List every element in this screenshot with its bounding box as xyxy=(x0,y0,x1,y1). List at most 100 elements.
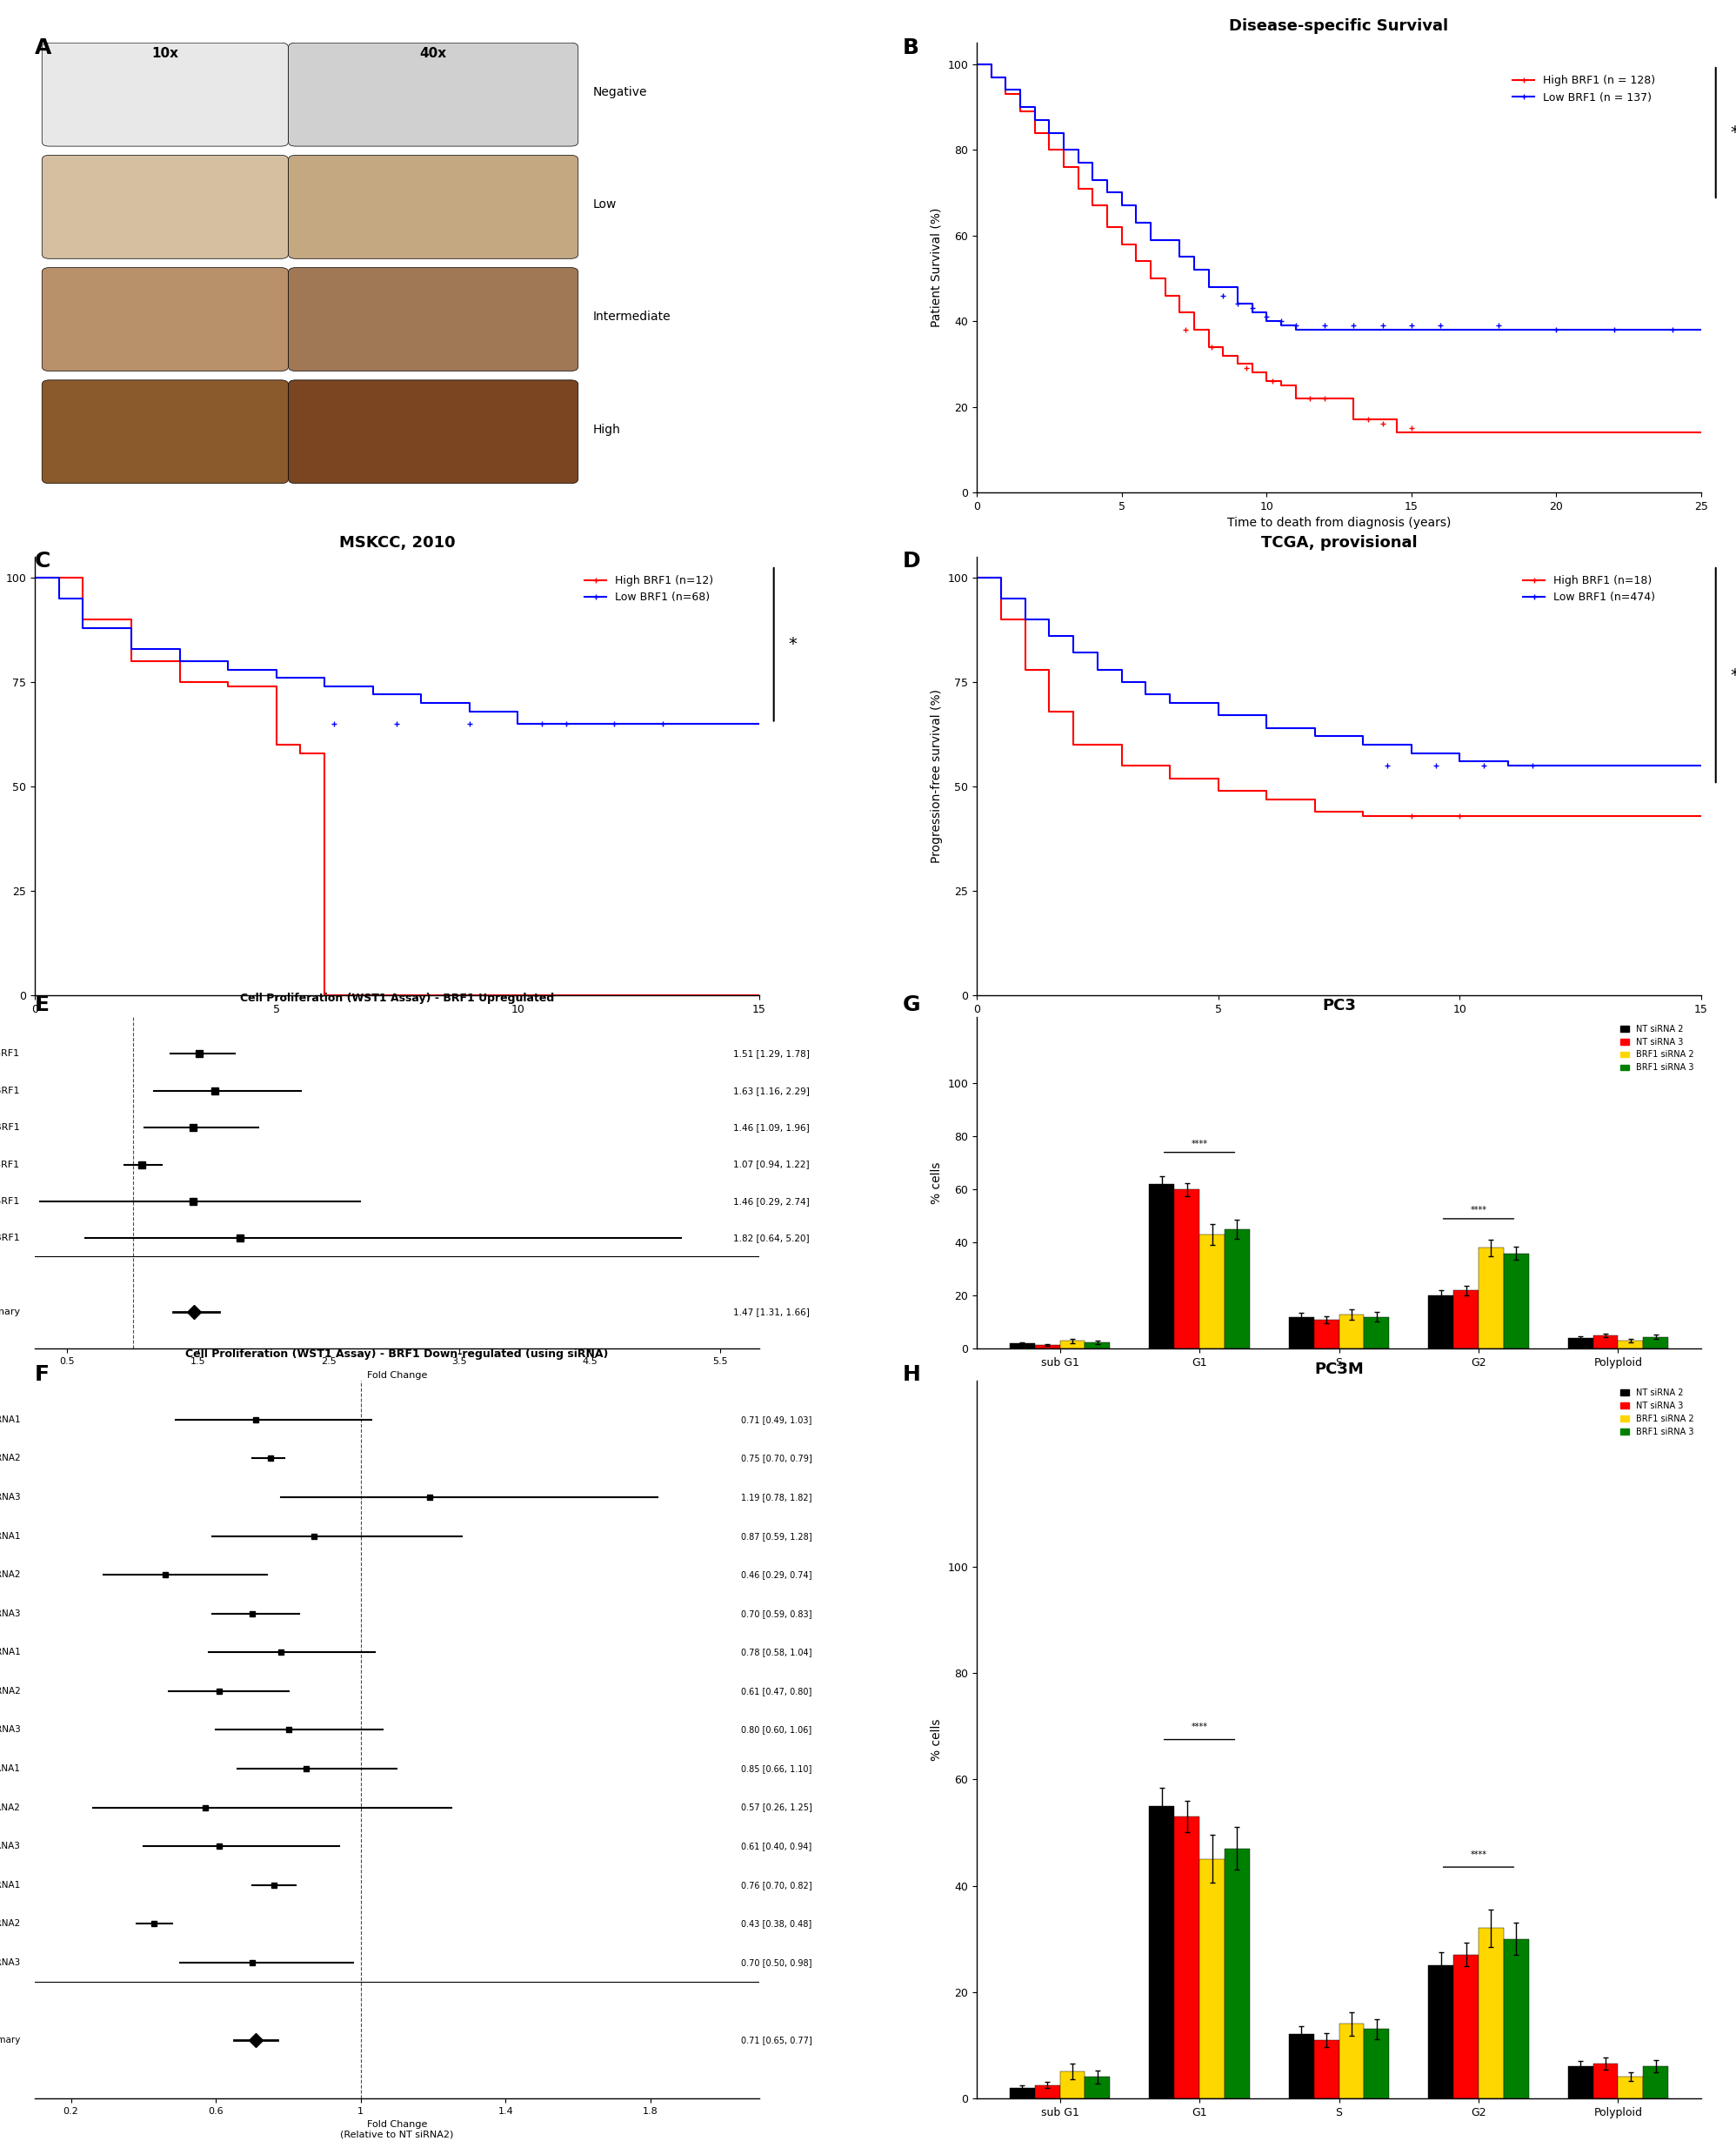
Text: Summary: Summary xyxy=(0,2036,21,2045)
Text: ****: **** xyxy=(1470,1205,1486,1214)
X-axis label: Years: Years xyxy=(1321,1019,1358,1032)
Bar xyxy=(1429,1965,1453,2098)
Bar xyxy=(1453,1291,1479,1349)
Text: 40x: 40x xyxy=(420,47,446,60)
Text: 1.47 [1.31, 1.66]: 1.47 [1.31, 1.66] xyxy=(733,1308,809,1317)
FancyBboxPatch shape xyxy=(288,156,578,259)
Text: Low: Low xyxy=(592,199,616,210)
Text: PC3M–eGFP–BRF1: PC3M–eGFP–BRF1 xyxy=(0,1124,21,1133)
Text: LNCaP–BRF1–siRNA1: LNCaP–BRF1–siRNA1 xyxy=(0,1764,21,1773)
Text: LNCaP–Al–BRF1–siRNA1: LNCaP–Al–BRF1–siRNA1 xyxy=(0,1880,21,1888)
FancyBboxPatch shape xyxy=(288,43,578,146)
Text: A: A xyxy=(35,36,52,58)
Bar xyxy=(1338,2023,1364,2098)
Text: 0.70 [0.59, 0.83]: 0.70 [0.59, 0.83] xyxy=(741,1610,812,1619)
Bar xyxy=(1618,1340,1644,1349)
X-axis label: Years: Years xyxy=(378,1019,415,1032)
Text: ****: **** xyxy=(1191,1724,1208,1732)
X-axis label: Fold Change
(Relative to empty vector): Fold Change (Relative to empty vector) xyxy=(333,1370,460,1390)
Text: 10x: 10x xyxy=(151,47,179,60)
Bar xyxy=(1503,1252,1529,1349)
Bar xyxy=(1479,1248,1503,1349)
FancyBboxPatch shape xyxy=(42,43,288,146)
Legend: High BRF1 (n = 128), Low BRF1 (n = 137): High BRF1 (n = 128), Low BRF1 (n = 137) xyxy=(1509,71,1660,107)
Text: 1.19 [0.78, 1.82]: 1.19 [0.78, 1.82] xyxy=(741,1492,812,1501)
Text: DU145–BRF1–siRNA1: DU145–BRF1–siRNA1 xyxy=(0,1649,21,1657)
Text: High: High xyxy=(592,424,620,435)
Bar xyxy=(1174,1816,1200,2098)
FancyBboxPatch shape xyxy=(288,268,578,370)
Bar xyxy=(1594,1336,1618,1349)
X-axis label: Fold Change
(Relative to NT siRNA2): Fold Change (Relative to NT siRNA2) xyxy=(340,2120,453,2139)
Bar xyxy=(1200,1235,1224,1349)
Text: *: * xyxy=(1731,666,1736,683)
Text: PC3–eGFP–BRF1: PC3–eGFP–BRF1 xyxy=(0,1049,21,1058)
Bar xyxy=(1061,1340,1085,1349)
Text: Negative: Negative xyxy=(592,86,648,98)
Text: PC3M–BRF1–siRNA1: PC3M–BRF1–siRNA1 xyxy=(0,1531,21,1539)
Bar xyxy=(1085,2077,1109,2098)
Bar xyxy=(1314,1319,1338,1349)
Bar xyxy=(1200,1858,1224,2098)
Text: 0.78 [0.58, 1.04]: 0.78 [0.58, 1.04] xyxy=(741,1649,812,1657)
Legend: High BRF1 (n=18), Low BRF1 (n=474): High BRF1 (n=18), Low BRF1 (n=474) xyxy=(1519,572,1660,608)
Text: DU145–BRF1–siRNA3: DU145–BRF1–siRNA3 xyxy=(0,1726,21,1734)
Text: PC3–HA–BRF1: PC3–HA–BRF1 xyxy=(0,1085,21,1094)
Bar xyxy=(1594,2064,1618,2098)
Text: *: * xyxy=(1731,124,1736,141)
Text: 0.76 [0.70, 0.82]: 0.76 [0.70, 0.82] xyxy=(741,1880,812,1888)
Text: 1.46 [1.09, 1.96]: 1.46 [1.09, 1.96] xyxy=(733,1124,809,1133)
FancyBboxPatch shape xyxy=(288,381,578,484)
Text: 1.07 [0.94, 1.22]: 1.07 [0.94, 1.22] xyxy=(733,1160,809,1169)
Legend: NT siRNA 2, NT siRNA 3, BRF1 siRNA 2, BRF1 siRNA 3: NT siRNA 2, NT siRNA 3, BRF1 siRNA 2, BR… xyxy=(1618,1385,1698,1439)
Bar xyxy=(1288,2034,1314,2098)
Bar xyxy=(1568,1338,1594,1349)
Bar xyxy=(1149,1807,1174,2098)
Title: PC3: PC3 xyxy=(1323,998,1356,1013)
Text: 1.51 [1.29, 1.78]: 1.51 [1.29, 1.78] xyxy=(733,1049,809,1058)
Y-axis label: % cells: % cells xyxy=(930,1163,943,1203)
Text: E: E xyxy=(35,993,50,1015)
Bar xyxy=(1224,1848,1250,2098)
Y-axis label: % cells: % cells xyxy=(930,1719,943,1760)
Text: 0.71 [0.49, 1.03]: 0.71 [0.49, 1.03] xyxy=(741,1415,812,1424)
Bar xyxy=(1314,2040,1338,2098)
Bar xyxy=(1429,1295,1453,1349)
Text: PC3–BRF1–siRNA2: PC3–BRF1–siRNA2 xyxy=(0,1454,21,1462)
Text: ****: **** xyxy=(1470,1850,1486,1858)
Text: 1.46 [0.29, 2.74]: 1.46 [0.29, 2.74] xyxy=(733,1197,809,1205)
Bar xyxy=(1174,1190,1200,1349)
Text: 0.80 [0.60, 1.06]: 0.80 [0.60, 1.06] xyxy=(741,1726,812,1734)
Title: TCGA, provisional: TCGA, provisional xyxy=(1260,535,1417,550)
Text: LNCaP–Al–BRF1–siRNA2: LNCaP–Al–BRF1–siRNA2 xyxy=(0,1918,21,1929)
Text: Cell Proliferation (WST1 Assay) - BRF1 Down-regulated (using siRNA): Cell Proliferation (WST1 Assay) - BRF1 D… xyxy=(186,1349,609,1360)
Text: C: C xyxy=(35,550,50,572)
Bar xyxy=(1338,1315,1364,1349)
Text: G: G xyxy=(903,993,920,1015)
Bar xyxy=(1010,2087,1035,2098)
Bar xyxy=(1453,1955,1479,2098)
Text: D: D xyxy=(903,550,920,572)
Text: 0.85 [0.66, 1.10]: 0.85 [0.66, 1.10] xyxy=(741,1764,812,1773)
FancyBboxPatch shape xyxy=(42,268,288,370)
Text: 0.61 [0.47, 0.80]: 0.61 [0.47, 0.80] xyxy=(741,1687,812,1696)
Bar xyxy=(1010,1345,1035,1349)
Bar xyxy=(1224,1229,1250,1349)
Text: B: B xyxy=(903,36,920,58)
Text: LNCaP–Al–BRF1–siRNA3: LNCaP–Al–BRF1–siRNA3 xyxy=(0,1959,21,1968)
Text: PC3M–BRF1–siRNA2: PC3M–BRF1–siRNA2 xyxy=(0,1571,21,1580)
FancyBboxPatch shape xyxy=(42,156,288,259)
Text: 0.70 [0.50, 0.98]: 0.70 [0.50, 0.98] xyxy=(741,1959,812,1968)
Text: F: F xyxy=(35,1364,50,1385)
Text: *: * xyxy=(788,636,797,653)
Bar xyxy=(1479,1929,1503,2098)
Text: PC3–BRF1–siRNA1: PC3–BRF1–siRNA1 xyxy=(0,1415,21,1424)
Bar xyxy=(1644,2066,1668,2098)
Text: DU145–HA–BRF1: DU145–HA–BRF1 xyxy=(0,1233,21,1242)
Bar xyxy=(1644,1336,1668,1349)
Text: Cell Proliferation (WST1 Assay) - BRF1 Upregulated: Cell Proliferation (WST1 Assay) - BRF1 U… xyxy=(240,993,554,1004)
Bar xyxy=(1503,1940,1529,2098)
Bar xyxy=(1085,1342,1109,1349)
Title: PC3M: PC3M xyxy=(1314,1362,1364,1377)
Text: 0.43 [0.38, 0.48]: 0.43 [0.38, 0.48] xyxy=(741,1918,812,1929)
